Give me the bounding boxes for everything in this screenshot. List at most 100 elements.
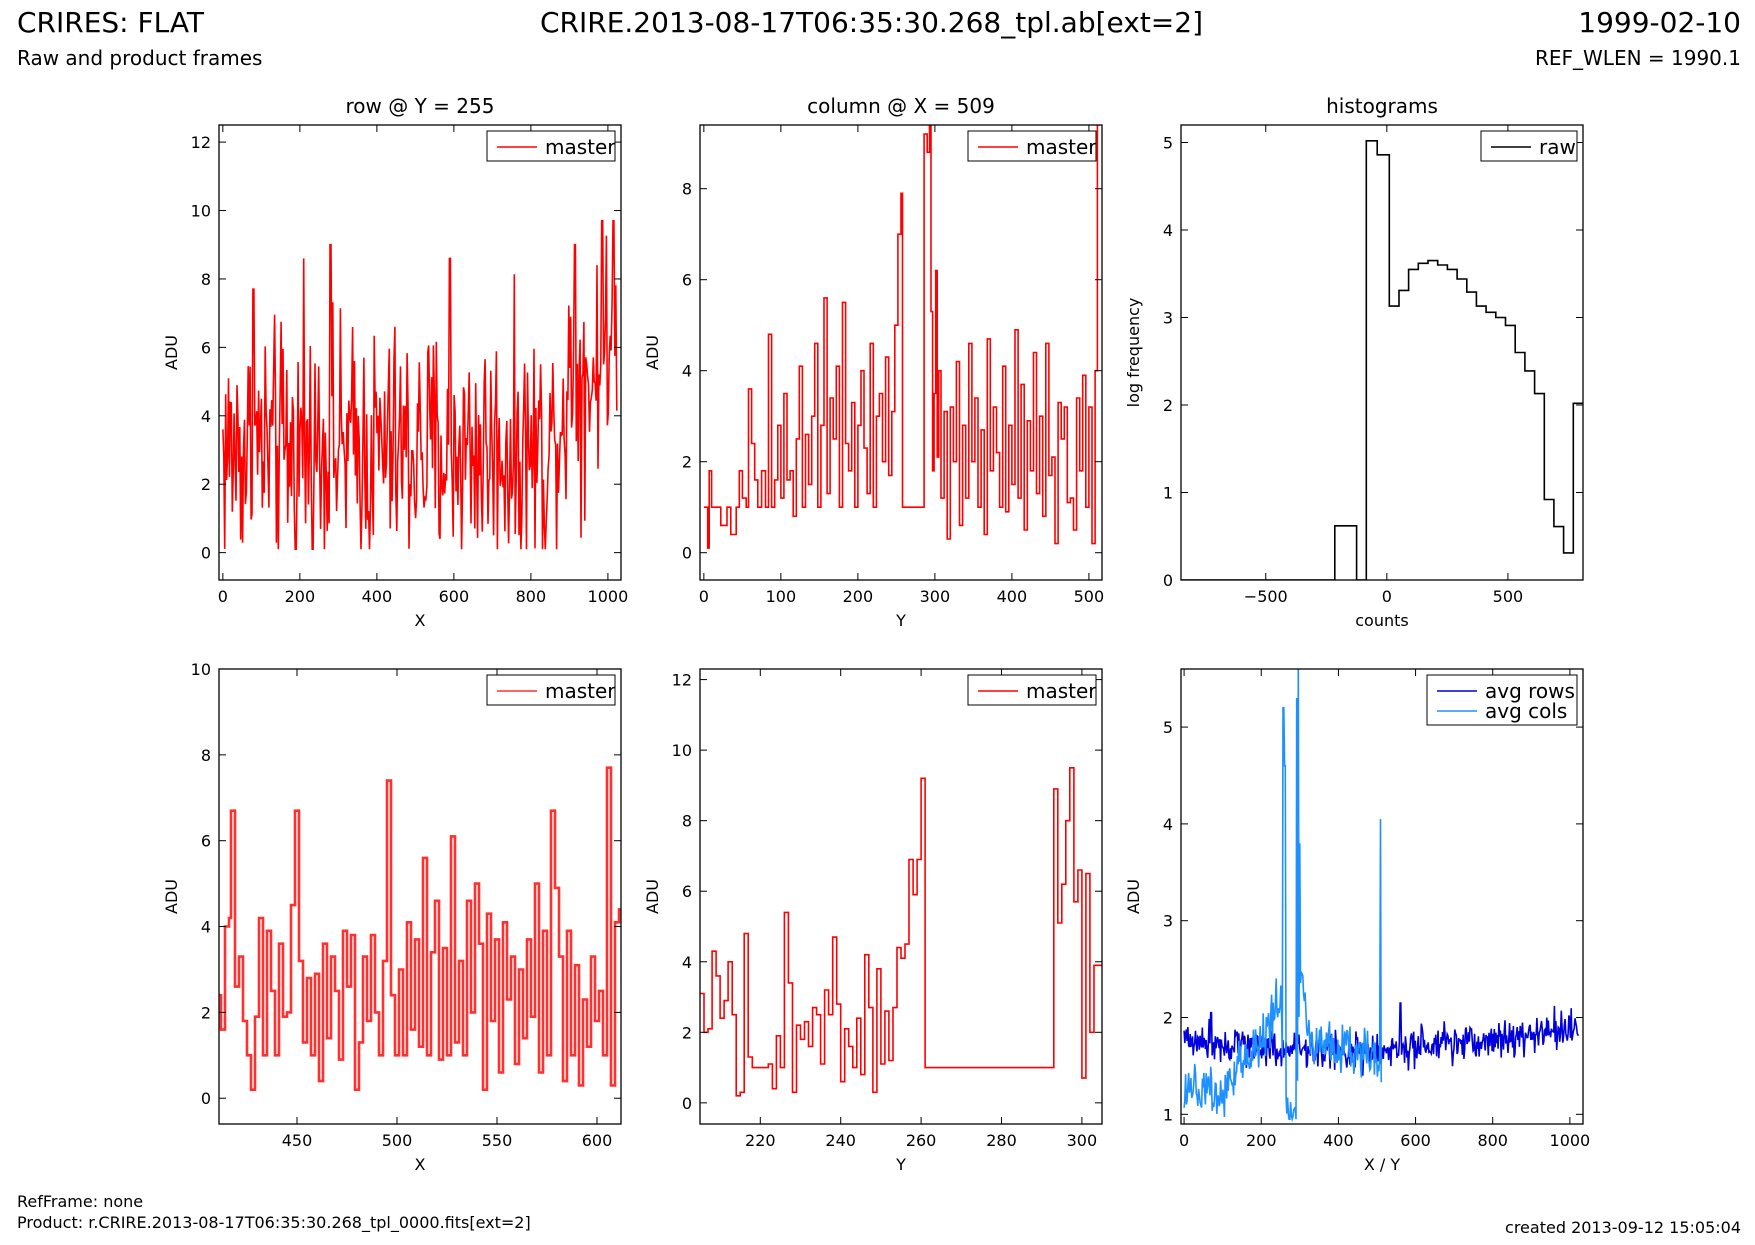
y-tick-label: 8: [201, 746, 211, 765]
x-tick-label: 400: [997, 587, 1028, 606]
reference-wavelength: REF_WLEN = 1990.1: [1534, 46, 1741, 70]
series-raw: [1181, 140, 1583, 580]
x-tick-label: 800: [516, 587, 547, 606]
x-tick-label: 0: [699, 587, 709, 606]
x-axis-label: Y: [895, 611, 906, 630]
y-tick-label: 10: [672, 741, 692, 760]
y-axis-label: ADU: [162, 335, 181, 370]
y-tick-label: 2: [682, 1023, 692, 1042]
plot-frame: [699, 124, 1103, 581]
x-tick-label: 800: [1477, 1131, 1508, 1150]
x-tick-label: 0: [218, 587, 228, 606]
y-tick-label: 10: [191, 660, 211, 679]
y-tick-label: 0: [682, 1094, 692, 1113]
panel-5: 220 240 260 280 300 0 2 4 6 8 10 12 Y ADU master: [643, 668, 1103, 1174]
y-axis-label: ADU: [643, 335, 662, 370]
y-axis-label: ADU: [643, 879, 662, 914]
legend-label: master: [545, 135, 616, 159]
observation-date: 1999-02-10: [1578, 6, 1741, 39]
y-tick-label: 4: [201, 918, 211, 937]
y-tick-label: 6: [201, 832, 211, 851]
x-tick-label: 1000: [588, 587, 629, 606]
legend: master: [967, 130, 1097, 162]
legend: master: [486, 674, 616, 706]
legend-box: [1426, 674, 1578, 726]
series-master: [703, 125, 1100, 549]
x-tick-label: 200: [843, 587, 874, 606]
y-tick-label: 6: [682, 882, 692, 901]
page-subtitle: Raw and product frames: [17, 46, 263, 70]
legend-label: avg rows: [1485, 679, 1575, 703]
plot-frame: [218, 668, 622, 1125]
x-tick-label: 260: [906, 1131, 937, 1150]
series-master: [219, 766, 621, 1091]
y-tick-label: 8: [682, 180, 692, 199]
y-tick-label: 4: [682, 362, 692, 381]
y-axis-label: ADU: [1124, 879, 1143, 914]
y-tick-label: 8: [201, 270, 211, 289]
legend: raw: [1480, 130, 1578, 162]
x-tick-label: 500: [1493, 587, 1524, 606]
plot-frame: [1180, 668, 1584, 1125]
x-tick-label: 550: [482, 1131, 513, 1150]
x-tick-label: 500: [382, 1131, 413, 1150]
x-axis-label: Y: [895, 1155, 906, 1174]
y-tick-label: 12: [191, 133, 211, 152]
x-tick-label: 0: [1179, 1131, 1189, 1150]
legend-label: master: [1026, 135, 1097, 159]
y-tick-label: 5: [1163, 718, 1173, 737]
legend-box: [967, 674, 1097, 706]
y-tick-label: 4: [682, 953, 692, 972]
y-tick-label: 1: [1163, 484, 1173, 503]
legend: master: [486, 130, 616, 162]
y-tick-label: 4: [201, 407, 211, 426]
x-tick-label: 400: [1323, 1131, 1354, 1150]
panel-title: column @ X = 509: [807, 94, 995, 118]
legend: master: [967, 674, 1097, 706]
y-tick-label: 2: [201, 475, 211, 494]
file-name: CRIRE.2013-08-17T06:35:30.268_tpl.ab[ext…: [540, 6, 1204, 39]
y-tick-label: 3: [1163, 912, 1173, 931]
y-tick-label: 5: [1163, 134, 1173, 153]
y-tick-label: 6: [201, 338, 211, 357]
y-tick-label: 0: [201, 1089, 211, 1108]
x-tick-label: 600: [582, 1131, 613, 1150]
legend-label: avg cols: [1485, 699, 1567, 723]
x-axis-label: counts: [1355, 611, 1408, 630]
y-tick-label: 2: [1163, 396, 1173, 415]
legend-box: [486, 130, 616, 162]
x-tick-label: 600: [1400, 1131, 1431, 1150]
y-tick-label: 10: [191, 202, 211, 221]
x-axis-label: X: [415, 611, 426, 630]
panel-title: row @ Y = 255: [346, 94, 495, 118]
legend-label: master: [1026, 679, 1097, 703]
y-tick-label: 4: [1163, 221, 1173, 240]
legend-box: [967, 130, 1097, 162]
product-note: Product: r.CRIRE.2013-08-17T06:35:30.268…: [17, 1213, 531, 1232]
x-tick-label: 300: [1067, 1131, 1098, 1150]
panel-1: 0 200 400 600 800 1000 0 2 4 6 8 10 12 row @ Y = 255 X…: [162, 94, 628, 630]
y-tick-label: 6: [682, 271, 692, 290]
created-timestamp: created 2013-09-12 15:05:04: [1505, 1218, 1741, 1237]
x-tick-label: 500: [1074, 587, 1105, 606]
y-tick-label: 12: [672, 671, 692, 690]
legend-box: [486, 674, 616, 706]
plot-frame: [699, 668, 1103, 1125]
x-axis-label: X: [415, 1155, 426, 1174]
y-tick-label: 2: [1163, 1009, 1173, 1028]
series-avg-cols: [1183, 669, 1382, 1123]
plot-frame: [218, 124, 622, 581]
legend-box: [1480, 130, 1578, 162]
panel-6: 0 200 400 600 800 1000 1 2 3 4 5 X / Y ADU avg rowsav…: [1124, 668, 1590, 1174]
x-tick-label: 200: [285, 587, 316, 606]
x-axis-label: X / Y: [1364, 1155, 1401, 1174]
y-tick-label: 0: [1163, 571, 1173, 590]
panel-title: histograms: [1326, 94, 1438, 118]
y-axis-label: log frequency: [1124, 298, 1143, 408]
x-tick-label: 300: [920, 587, 951, 606]
x-tick-label: 200: [1246, 1131, 1277, 1150]
legend-label: master: [545, 679, 616, 703]
y-tick-label: 8: [682, 812, 692, 831]
